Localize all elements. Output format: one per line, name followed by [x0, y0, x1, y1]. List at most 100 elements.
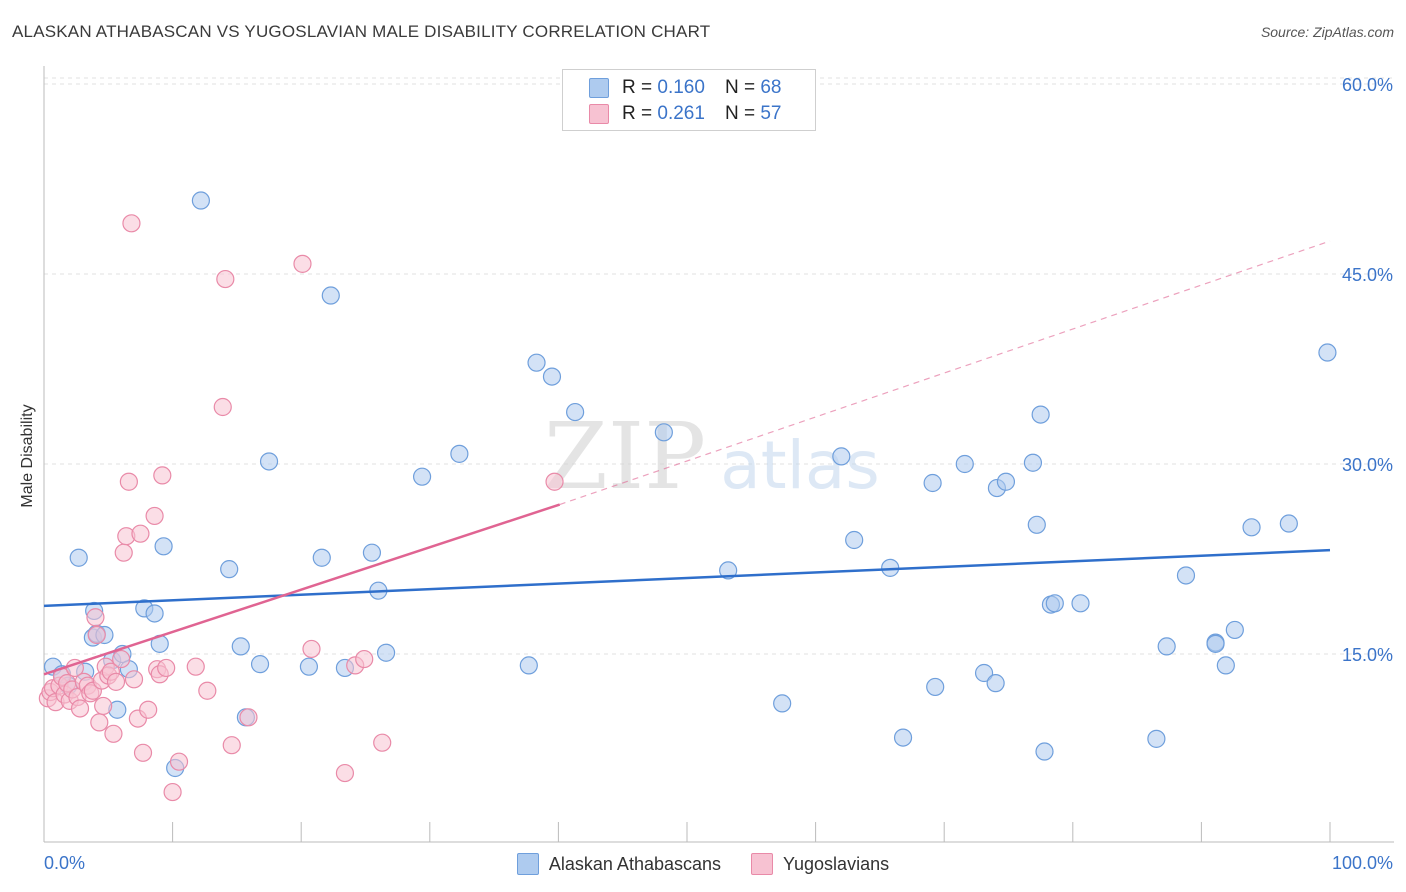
alaskan-point: [1216, 656, 1235, 675]
y-tick-label: 60.0%: [1342, 75, 1393, 95]
yugoslavian-point: [293, 254, 312, 273]
legend-n-value: 68: [760, 77, 782, 98]
alaskan-point: [1027, 515, 1046, 534]
legend-n-label: N =: [724, 77, 756, 98]
chart-title: ALASKAN ATHABASCAN VS YUGOSLAVIAN MALE D…: [12, 22, 711, 41]
alaskan-point: [1023, 453, 1043, 472]
source-label: Source: ZipAtlas.com: [1260, 24, 1394, 40]
yugoslavian-point: [70, 699, 90, 718]
yugoslavian-point: [94, 696, 113, 716]
yugoslavian-point: [124, 670, 144, 689]
yugoslavian-point: [198, 681, 217, 700]
alaskan-point: [527, 353, 546, 372]
yugoslavian-point: [302, 639, 321, 659]
alaskan-point: [719, 561, 738, 580]
alaskan-point: [1031, 405, 1050, 424]
alaskan-point: [1071, 594, 1090, 613]
alaskan-point: [926, 677, 945, 697]
yugoslavian-point: [239, 708, 258, 727]
alaskan-point: [450, 444, 469, 463]
axes: [43, 66, 1394, 843]
yugoslavian-point: [213, 397, 232, 417]
alaskan-point: [832, 447, 851, 466]
alaskan-point: [1176, 566, 1196, 585]
alaskan-point: [1318, 343, 1337, 362]
yugoslavian-point: [112, 649, 131, 669]
yugoslavian-point: [169, 752, 189, 771]
tick-labels: 15.0% 30.0% 45.0% 60.0% 0.0% 100.0%: [44, 75, 1393, 873]
alaskan-point: [231, 637, 250, 656]
alaskan-point: [845, 530, 864, 550]
series-legend: Alaskan Athabascans Yugoslavians: [0, 852, 1406, 876]
legend-n-label: N =: [724, 103, 756, 124]
pink-swatch-icon: [589, 104, 609, 124]
alaskan-point: [154, 537, 173, 556]
yugoslavian-point: [163, 782, 182, 802]
grid-lines: [44, 77, 1394, 655]
legend-r-label: R =: [622, 103, 653, 124]
alaskan-point: [145, 604, 164, 623]
blue-swatch-icon: [516, 853, 539, 875]
alaskan-point: [362, 543, 382, 562]
trend-lines: [43, 240, 1331, 676]
alaskan-point: [996, 472, 1016, 491]
legend-r-label: R =: [622, 77, 653, 98]
watermark-zip: ZIP: [544, 403, 706, 510]
yugoslavian-point: [122, 214, 141, 233]
alaskan-point: [1045, 594, 1064, 613]
yugoslavian-trendline: [43, 503, 561, 676]
yugoslavian-point: [90, 713, 109, 732]
alaskan-point: [1225, 620, 1244, 640]
alaskan-point: [542, 367, 562, 386]
x-tick-label: 100.0%: [1332, 853, 1393, 873]
y-tick-label: 45.0%: [1342, 265, 1393, 285]
legend-r-value: 0.160: [657, 77, 705, 98]
yugoslavian-point: [104, 724, 123, 743]
alaskan-point: [923, 473, 942, 493]
alaskan-point: [955, 454, 974, 474]
alaskan-point: [220, 560, 239, 579]
yugoslavian-point: [87, 625, 106, 645]
yugoslavian-point: [145, 506, 164, 526]
yugoslavian-point: [133, 743, 153, 762]
yugoslavian-point: [335, 763, 355, 783]
y-tick-label: 15.0%: [1342, 645, 1393, 665]
alaskan-point: [1157, 637, 1176, 656]
legend-row-yugoslavian: R = 0.261 N = 57: [589, 102, 781, 126]
legend-item-yugoslavian: Yugoslavians: [751, 853, 889, 875]
legend-n-value: 57: [760, 103, 782, 124]
yugoslavian-trendline-extension: [559, 240, 1331, 506]
alaskan-point: [1035, 742, 1054, 761]
alaskan-point: [519, 656, 538, 675]
blue-swatch-icon: [589, 78, 609, 98]
x-tick-label: 0.0%: [44, 853, 85, 873]
alaskan-point: [299, 657, 319, 676]
alaskan-trendline: [43, 548, 1331, 608]
yugoslavian-point: [216, 269, 235, 289]
yugoslavian-point: [119, 472, 138, 491]
alaskan-point: [1147, 729, 1166, 748]
yugoslavian-point: [222, 736, 241, 755]
legend-item-alaskan: Alaskan Athabascans: [516, 853, 722, 875]
legend-r-value: 0.261: [657, 103, 705, 124]
yugoslavian-point: [157, 658, 176, 678]
alaskan-point: [412, 467, 432, 486]
alaskan-point: [1206, 634, 1225, 653]
alaskan-point: [69, 548, 88, 567]
alaskan-point: [250, 655, 270, 674]
alaskan-point: [1242, 518, 1261, 537]
alaskan-point: [191, 191, 210, 210]
legend-label: Yugoslavians: [783, 853, 890, 874]
yugoslavian-point: [114, 543, 133, 562]
data-points: [38, 191, 1337, 802]
yugoslavian-point: [545, 472, 564, 491]
yugoslavian-point: [86, 608, 105, 627]
legend-label: Alaskan Athabascans: [548, 853, 722, 874]
alaskan-point: [566, 402, 585, 422]
yugoslavian-point: [373, 733, 392, 752]
alaskan-point: [893, 728, 913, 747]
alaskan-point: [974, 663, 994, 683]
pink-swatch-icon: [751, 853, 774, 875]
yugoslavian-point: [131, 524, 150, 543]
